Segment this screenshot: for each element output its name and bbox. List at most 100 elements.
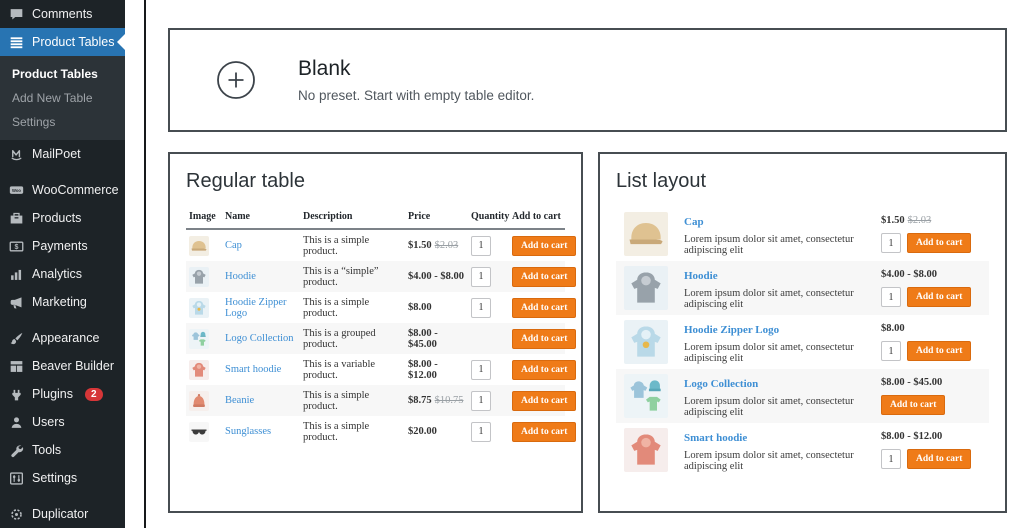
product-price: $1.50 (881, 215, 905, 226)
blank-preset-title: Blank (298, 57, 351, 80)
table-row: Cap This is a simple product. $1.50 $2.03… (186, 229, 577, 261)
product-image-smart-hoodie[interactable] (189, 359, 209, 380)
product-price: $8.00 - $12.00 (408, 358, 438, 381)
preset-card-regular-table[interactable]: Regular table Image Name Description Pri… (168, 152, 583, 513)
product-image-smart-hoodie[interactable] (624, 428, 668, 472)
product-link[interactable]: Logo Collection (225, 333, 294, 344)
product-old-price: $2.03 (434, 240, 459, 251)
product-old-price: $10.75 (434, 395, 464, 406)
product-image-sunglasses[interactable] (189, 421, 209, 442)
product-link[interactable]: Beanie (225, 395, 255, 406)
sidebar-item-plugins[interactable]: Plugins 2 (0, 380, 125, 408)
product-image-cap[interactable] (189, 235, 209, 256)
col-header-image: Image (186, 207, 222, 230)
submenu-item-product-tables[interactable]: Product Tables (12, 67, 98, 81)
add-to-cart-button[interactable]: Add to cart (512, 266, 577, 287)
product-old-price: $2.03 (907, 215, 932, 226)
add-to-cart-button[interactable]: Add to cart (512, 328, 577, 349)
sidebar-item-product-tables[interactable]: Product Tables (0, 28, 125, 56)
sidebar-item-duplicator[interactable]: Duplicator (0, 500, 125, 528)
col-header-description: Description (300, 207, 405, 230)
product-image-logo-collection[interactable] (624, 374, 668, 418)
quantity-input[interactable] (471, 235, 491, 256)
product-link[interactable]: Hoodie Zipper Logo (225, 296, 287, 319)
product-link[interactable]: Smart hoodie (225, 364, 282, 375)
add-to-cart-button[interactable]: Add to cart (881, 395, 946, 415)
user-icon (8, 414, 24, 430)
product-price: $4.00 - $8.00 (881, 269, 937, 280)
product-link[interactable]: Sunglasses (225, 426, 272, 437)
product-image-hoodie-zipper[interactable] (624, 320, 668, 364)
sidebar-item-analytics[interactable]: Analytics (0, 260, 125, 288)
product-link[interactable]: Smart hoodie (684, 432, 748, 444)
preset-card-blank[interactable]: Blank No preset. Start with empty table … (168, 28, 1007, 132)
quantity-input[interactable] (881, 341, 901, 361)
table-row: Hoodie Zipper Logo This is a simple prod… (186, 292, 577, 323)
col-header-add-to-cart: Add to cart (509, 207, 565, 230)
sidebar-item-label: Payments (32, 239, 88, 253)
sidebar-item-comments[interactable]: Comments (0, 0, 125, 28)
sidebar-item-settings[interactable]: Settings (0, 464, 125, 492)
products-box-icon (8, 210, 24, 226)
quantity-input[interactable] (471, 266, 491, 287)
quantity-input[interactable] (471, 359, 491, 380)
add-to-cart-button[interactable]: Add to cart (907, 233, 972, 253)
preset-card-list-layout[interactable]: List layout Cap Lorem ipsum dolor sit am… (598, 152, 1007, 513)
product-image-hoodie[interactable] (624, 266, 668, 310)
submenu-item-add-new-table[interactable]: Add New Table (12, 91, 93, 105)
add-to-cart-button[interactable]: Add to cart (512, 359, 577, 380)
product-image-hoodie[interactable] (189, 266, 209, 287)
add-to-cart-button[interactable]: Add to cart (512, 297, 577, 318)
plugins-update-badge: 2 (85, 387, 103, 401)
list-item: Smart hoodie Lorem ipsum dolor sit amet,… (616, 423, 989, 477)
product-image-logo-collection[interactable] (189, 328, 209, 349)
sidebar-item-products[interactable]: Products (0, 204, 125, 232)
content-left-border (144, 0, 146, 528)
list-layout-title: List layout (616, 170, 707, 192)
product-image-beanie[interactable] (189, 390, 209, 411)
quantity-input[interactable] (881, 287, 901, 307)
add-to-cart-button[interactable]: Add to cart (512, 421, 577, 442)
payments-icon: $ (8, 238, 24, 254)
product-link[interactable]: Cap (684, 216, 704, 228)
col-header-price: Price (405, 207, 468, 230)
submenu-item-settings[interactable]: Settings (12, 115, 56, 129)
sidebar-item-beaver-builder[interactable]: Beaver Builder (0, 352, 125, 380)
quantity-input[interactable] (881, 233, 901, 253)
sidebar-item-marketing[interactable]: Marketing (0, 288, 125, 316)
add-to-cart-button[interactable]: Add to cart (907, 287, 972, 307)
sidebar-item-mailpoet[interactable]: MailPoet (0, 140, 125, 168)
quantity-input[interactable] (471, 421, 491, 442)
product-link[interactable]: Hoodie (225, 271, 256, 282)
quantity-input[interactable] (471, 297, 491, 318)
add-to-cart-button[interactable]: Add to cart (907, 449, 972, 469)
list-item: Hoodie Zipper Logo Lorem ipsum dolor sit… (616, 315, 989, 369)
add-to-cart-button[interactable]: Add to cart (512, 235, 577, 256)
list-item: Hoodie Lorem ipsum dolor sit amet, conse… (616, 261, 989, 315)
product-link[interactable]: Hoodie (684, 270, 718, 282)
mailpoet-icon (8, 146, 24, 162)
sidebar-item-woocommerce[interactable]: Woo WooCommerce (0, 176, 125, 204)
add-to-cart-button[interactable]: Add to cart (907, 341, 972, 361)
product-description: Lorem ipsum dolor sit amet, consectetur … (684, 288, 854, 310)
sidebar-item-label: Beaver Builder (32, 359, 114, 373)
product-description: Lorem ipsum dolor sit amet, consectetur … (684, 234, 854, 256)
product-image-hoodie-zipper[interactable] (189, 297, 209, 318)
sidebar-item-appearance[interactable]: Appearance (0, 324, 125, 352)
product-link[interactable]: Hoodie Zipper Logo (684, 324, 780, 336)
product-image-cap[interactable] (624, 212, 668, 256)
product-description: Lorem ipsum dolor sit amet, consectetur … (684, 450, 854, 472)
sidebar-item-label: WooCommerce (32, 183, 119, 197)
product-description: This is a grouped product. (300, 323, 405, 354)
table-row: Logo Collection This is a grouped produc… (186, 323, 577, 354)
col-header-quantity: Quantity (468, 207, 509, 230)
product-link[interactable]: Cap (225, 240, 242, 251)
sidebar-item-label: MailPoet (32, 147, 81, 161)
quantity-input[interactable] (471, 390, 491, 411)
add-to-cart-button[interactable]: Add to cart (512, 390, 577, 411)
product-link[interactable]: Logo Collection (684, 378, 759, 390)
sidebar-item-users[interactable]: Users (0, 408, 125, 436)
sidebar-item-payments[interactable]: $ Payments (0, 232, 125, 260)
quantity-input[interactable] (881, 449, 901, 469)
sidebar-item-tools[interactable]: Tools (0, 436, 125, 464)
